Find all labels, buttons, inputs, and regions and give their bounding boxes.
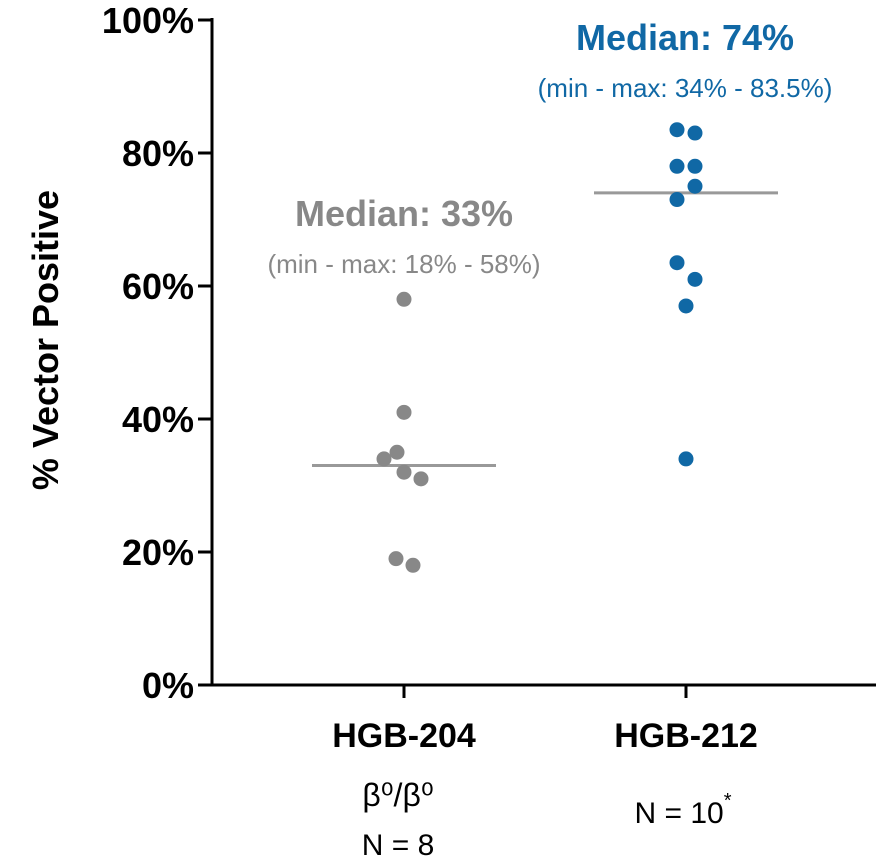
x-category-label-hgb-204: HGB-204 — [332, 717, 476, 755]
n-label-hgb-212: N = 10* — [634, 790, 731, 830]
data-point — [687, 158, 703, 174]
n-label-hgb-212-text: N = 10 — [634, 797, 723, 830]
median-label-hgb-204: Median: 33% — [295, 193, 513, 234]
data-points — [376, 122, 703, 573]
data-point — [388, 551, 404, 567]
data-point — [669, 122, 685, 138]
data-point — [669, 158, 685, 174]
data-point — [687, 125, 703, 141]
data-point — [389, 444, 405, 460]
range-label-hgb-212: (min - max: 34% - 83.5%) — [538, 73, 833, 103]
n-label-hgb-204: N = 8 — [362, 829, 435, 861]
data-point — [405, 557, 421, 573]
median-label-hgb-212: Median: 74% — [576, 17, 794, 58]
y-tick-label: 40% — [122, 399, 194, 440]
data-point — [669, 192, 685, 208]
y-axis-label: % Vector Positive — [25, 190, 66, 490]
data-point — [396, 291, 412, 307]
data-point — [376, 451, 392, 467]
data-point — [678, 298, 694, 314]
data-point — [687, 178, 703, 194]
data-point — [669, 255, 685, 271]
y-tick-label: 60% — [122, 266, 194, 307]
x-category-label-hgb-212: HGB-212 — [614, 717, 758, 755]
x-ticks — [402, 685, 688, 698]
data-point — [678, 451, 694, 467]
n-label-asterisk: * — [724, 790, 732, 812]
y-ticks: 0% 20% 40% 60% 80% 100% — [102, 0, 212, 706]
data-point — [396, 464, 412, 480]
range-label-hgb-204: (min - max: 18% - 58%) — [267, 249, 540, 279]
y-tick-label: 80% — [122, 133, 194, 174]
data-point — [413, 471, 429, 487]
genotype-label-hgb-204: β⁰/β⁰ — [362, 777, 433, 813]
y-tick-label: 20% — [122, 532, 194, 573]
y-tick-label: 0% — [142, 665, 194, 706]
y-tick-label: 100% — [102, 0, 194, 41]
data-point — [687, 271, 703, 287]
data-point — [396, 404, 412, 420]
